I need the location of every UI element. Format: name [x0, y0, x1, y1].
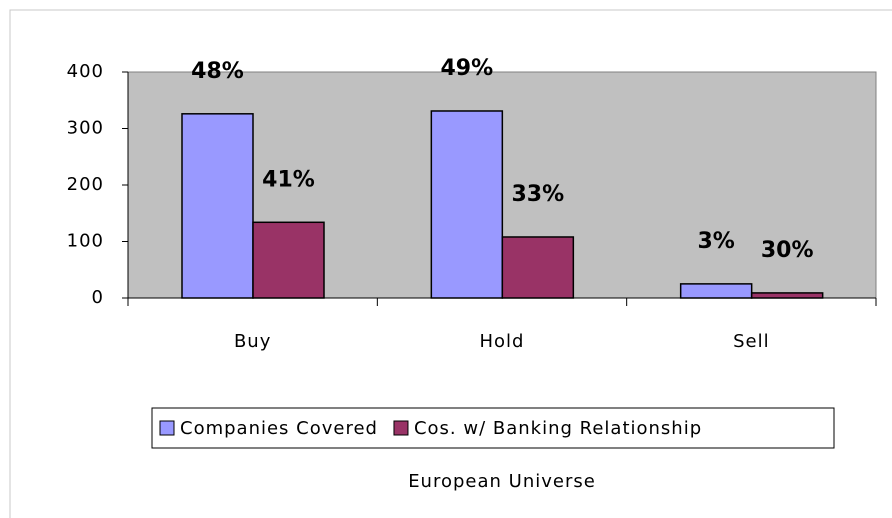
y-tick-label: 400 [67, 61, 104, 82]
x-tick-label: Buy [234, 331, 271, 352]
x-axis-title: European Universe [408, 471, 596, 492]
y-tick-label: 200 [67, 174, 104, 195]
bar [252, 221, 325, 299]
data-label: 48% [191, 59, 244, 84]
bar [430, 110, 504, 299]
data-label: 30% [761, 238, 814, 263]
legend-swatch [393, 420, 409, 436]
data-label: 3% [697, 229, 734, 254]
bar [501, 236, 575, 299]
legend [151, 407, 835, 449]
data-label: 49% [440, 56, 493, 81]
x-tick-label: Hold [480, 331, 525, 352]
legend-label: Companies Covered [180, 418, 378, 439]
y-tick-label: 300 [67, 118, 104, 139]
bar [750, 292, 824, 299]
bar [679, 283, 753, 299]
data-label: 41% [262, 167, 315, 192]
x-tick-label: Sell [733, 331, 770, 352]
chart-border [9, 9, 892, 518]
bar [181, 113, 254, 299]
legend-swatch [159, 420, 175, 436]
data-label: 33% [511, 182, 564, 207]
y-tick-label: 100 [67, 231, 104, 252]
y-tick-label: 0 [92, 287, 104, 308]
legend-label: Cos. w/ Banking Relationship [414, 418, 702, 439]
